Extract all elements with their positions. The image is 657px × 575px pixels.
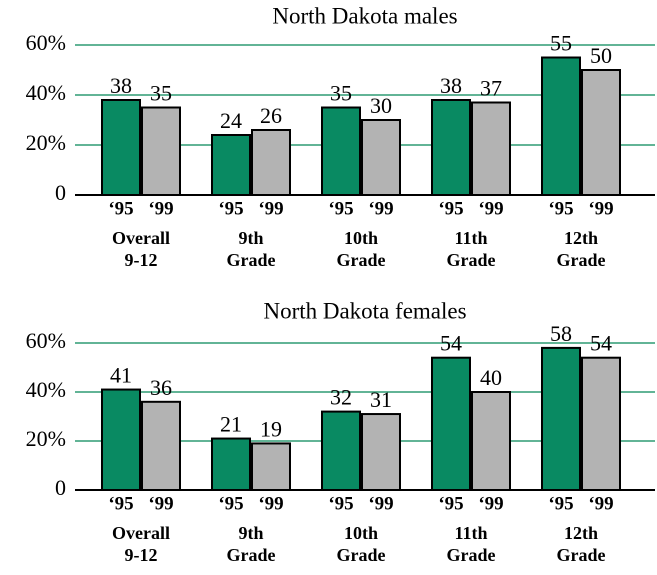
- series-label: ‘95: [328, 493, 353, 514]
- y-tick-label: 0: [55, 180, 66, 205]
- bar: [361, 119, 401, 196]
- value-label: 21: [220, 412, 242, 437]
- bar: [251, 442, 291, 492]
- value-label: 35: [330, 81, 352, 106]
- bar: [211, 437, 251, 491]
- bar: [581, 69, 621, 196]
- series-label: ‘99: [148, 198, 173, 219]
- y-tick-label: 20%: [26, 130, 66, 155]
- bar: [321, 106, 361, 196]
- value-label: 54: [590, 331, 612, 356]
- value-label: 38: [110, 73, 132, 98]
- bar: [101, 388, 141, 491]
- bar: [251, 129, 291, 196]
- series-label: ‘95: [218, 493, 243, 514]
- bar: [471, 101, 511, 196]
- bar: [541, 56, 581, 196]
- series-label: ‘99: [588, 198, 613, 219]
- value-label: 50: [590, 43, 612, 68]
- series-label: ‘99: [148, 493, 173, 514]
- x-tick-label: Overall 9-12: [112, 523, 170, 565]
- bar: [581, 356, 621, 492]
- bar: [361, 413, 401, 491]
- y-tick-label: 0: [55, 475, 66, 500]
- value-label: 24: [220, 108, 242, 133]
- x-tick-label: 9th Grade: [226, 523, 276, 565]
- y-tick-label: 40%: [26, 377, 66, 402]
- x-tick-label: 10th Grade: [336, 523, 386, 565]
- y-tick-label: 60%: [26, 30, 66, 55]
- series-label: ‘95: [108, 198, 133, 219]
- value-label: 58: [550, 321, 572, 346]
- bar: [101, 99, 141, 196]
- value-label: 37: [480, 76, 502, 101]
- value-label: 54: [440, 331, 462, 356]
- bar: [211, 134, 251, 196]
- x-tick-label: 9th Grade: [226, 228, 276, 270]
- x-tick-label: 12th Grade: [556, 228, 606, 270]
- y-tick-label: 60%: [26, 328, 66, 353]
- value-label: 31: [370, 387, 392, 412]
- series-label: ‘95: [438, 198, 463, 219]
- bar: [321, 410, 361, 492]
- series-label: ‘99: [258, 198, 283, 219]
- value-label: 19: [260, 416, 282, 441]
- bar: [431, 99, 471, 196]
- value-label: 40: [480, 365, 502, 390]
- y-tick-label: 40%: [26, 80, 66, 105]
- value-label: 26: [260, 103, 282, 128]
- series-label: ‘99: [368, 198, 393, 219]
- bar: [141, 400, 181, 491]
- series-label: ‘95: [438, 493, 463, 514]
- bar: [141, 106, 181, 196]
- x-tick-label: 11th Grade: [446, 228, 496, 270]
- value-label: 35: [150, 81, 172, 106]
- series-label: ‘95: [548, 198, 573, 219]
- series-label: ‘99: [258, 493, 283, 514]
- bar: [431, 356, 471, 492]
- series-label: ‘99: [588, 493, 613, 514]
- value-label: 30: [370, 93, 392, 118]
- series-label: ‘99: [478, 198, 503, 219]
- value-label: 36: [150, 375, 172, 400]
- value-label: 32: [330, 385, 352, 410]
- y-tick-label: 20%: [26, 426, 66, 451]
- chart-title: North Dakota females: [263, 298, 466, 323]
- series-label: ‘99: [478, 493, 503, 514]
- value-label: 41: [110, 363, 132, 388]
- series-label: ‘95: [108, 493, 133, 514]
- series-label: ‘95: [218, 198, 243, 219]
- chart-title: North Dakota males: [272, 3, 457, 28]
- value-label: 38: [440, 73, 462, 98]
- x-tick-label: 10th Grade: [336, 228, 386, 270]
- x-tick-label: 12th Grade: [556, 523, 606, 565]
- x-tick-label: 11th Grade: [446, 523, 496, 565]
- x-tick-label: Overall 9-12: [112, 228, 170, 270]
- value-label: 55: [550, 31, 572, 56]
- bar: [541, 346, 581, 491]
- bar: [471, 391, 511, 491]
- series-label: ‘95: [328, 198, 353, 219]
- series-label: ‘99: [368, 493, 393, 514]
- series-label: ‘95: [548, 493, 573, 514]
